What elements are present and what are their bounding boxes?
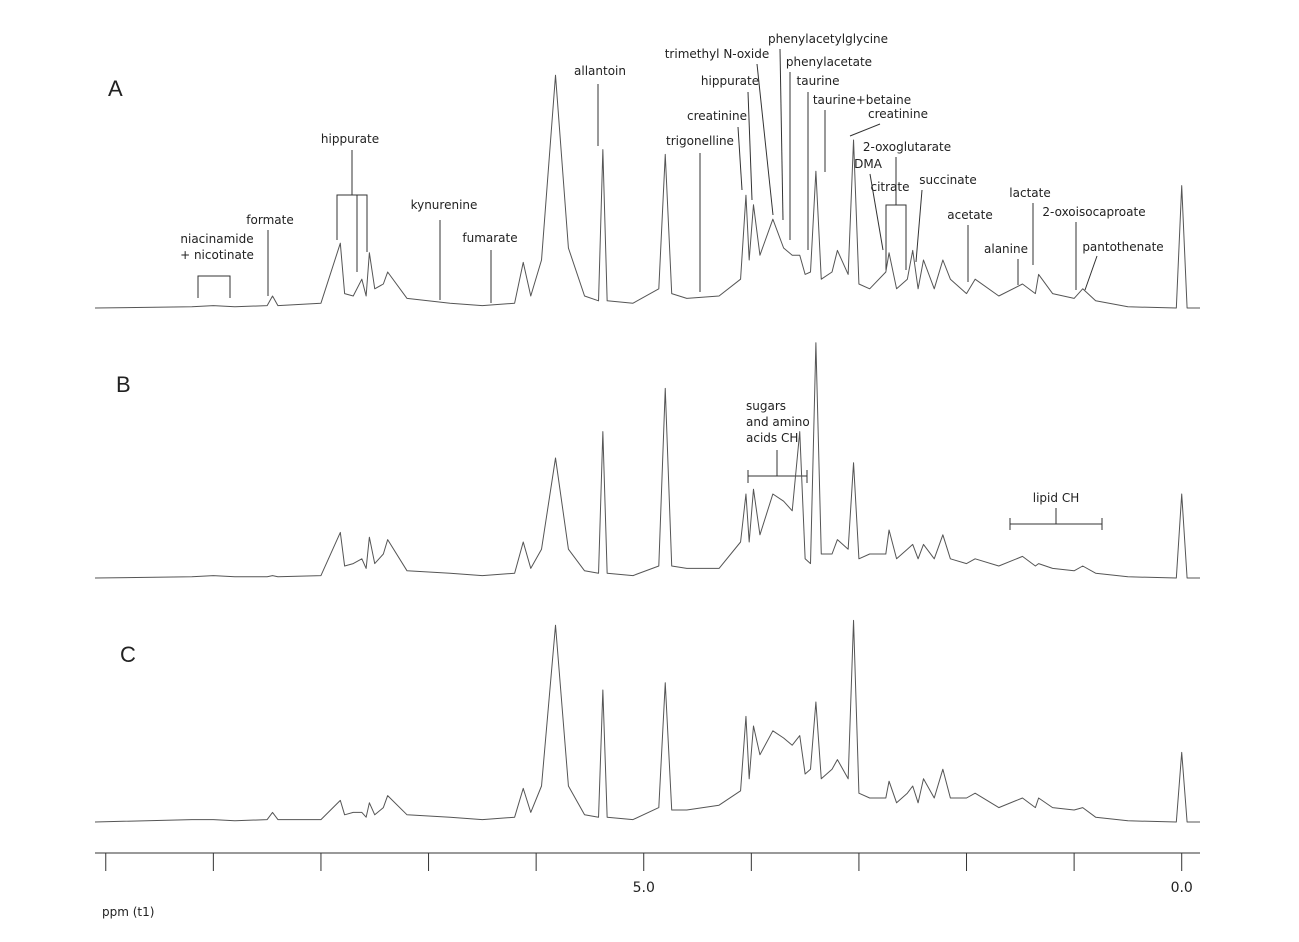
- annotation: 2-oxoglutarate: [863, 140, 951, 154]
- annotation: citrate: [870, 180, 909, 194]
- annotation: acetate: [947, 208, 992, 222]
- panel-label: B: [116, 372, 131, 397]
- annotation: kynurenine: [411, 198, 478, 212]
- annotation: trigonelline: [666, 134, 734, 148]
- leader: [869, 173, 884, 251]
- annotation: pantothenate: [1082, 240, 1163, 254]
- x-tick-label: 5.0: [633, 880, 655, 896]
- annotation: + nicotinate: [180, 248, 254, 262]
- leader: [756, 63, 774, 216]
- annotation: fumarate: [462, 231, 517, 245]
- annotation: trimethyl N-oxide: [665, 47, 770, 61]
- panel-label: A: [108, 76, 123, 101]
- panel-label: C: [120, 642, 136, 667]
- leader: [747, 91, 753, 201]
- leader: [197, 275, 231, 298]
- annotation: DMA: [854, 157, 883, 171]
- leader: [737, 126, 743, 191]
- annotation: creatinine: [868, 107, 928, 121]
- leader: [849, 123, 881, 137]
- annotation: and amino: [746, 415, 810, 429]
- leader: [336, 194, 368, 252]
- annotation: hippurate: [321, 132, 379, 146]
- x-axis-label: ppm (t1): [102, 905, 154, 919]
- annotation: sugars: [746, 399, 786, 413]
- leader: [779, 48, 784, 221]
- annotation: hippurate: [701, 74, 759, 88]
- annotation: taurine+betaine: [813, 93, 911, 107]
- leader: [915, 189, 923, 263]
- spectrum-line: [94, 619, 1200, 823]
- annotation: phenylacetylglycine: [768, 32, 888, 46]
- x-tick-label: 0.0: [1171, 880, 1193, 896]
- annotation: succinate: [919, 173, 976, 187]
- annotation: taurine: [797, 74, 840, 88]
- annotation: formate: [246, 213, 293, 227]
- leader: [1084, 255, 1098, 291]
- annotation: 2-oxoisocaproate: [1042, 205, 1145, 219]
- annotation: phenylacetate: [786, 55, 872, 69]
- annotation: creatinine: [687, 109, 747, 123]
- spectrum-line: [94, 74, 1200, 309]
- spectrum-line: [94, 342, 1200, 579]
- annotation: alanine: [984, 242, 1028, 256]
- annotation: acids CH: [746, 431, 798, 445]
- annotations: niacinamide + nicotinate formate hippura…: [180, 32, 1164, 530]
- annotation: niacinamide: [180, 232, 253, 246]
- annotation: lipid CH: [1033, 491, 1079, 505]
- annotation: allantoin: [574, 64, 626, 78]
- annotation: lactate: [1009, 186, 1050, 200]
- leader: [885, 204, 907, 270]
